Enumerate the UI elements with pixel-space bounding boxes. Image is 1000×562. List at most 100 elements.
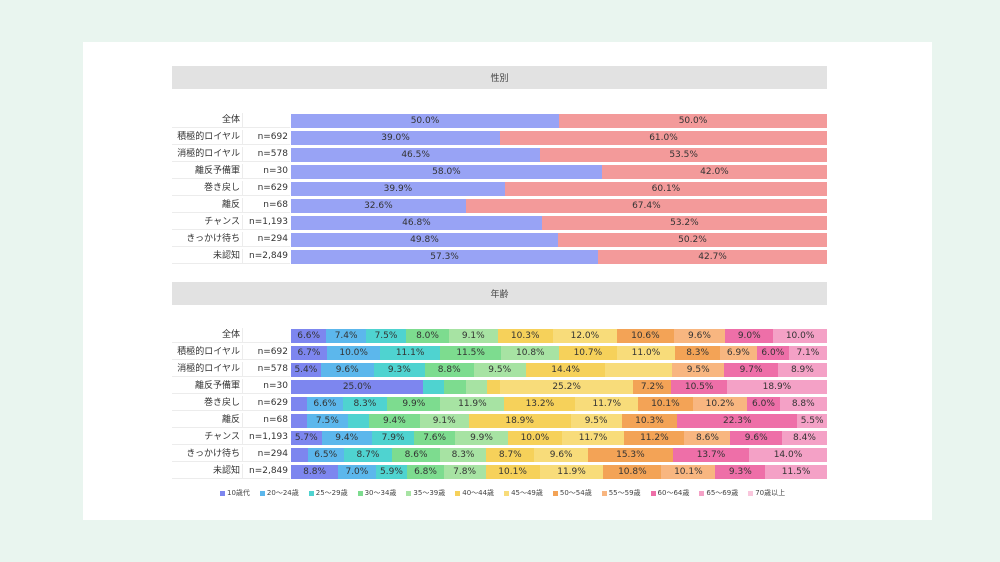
legend-swatch	[455, 490, 461, 496]
legend-swatch	[220, 490, 225, 496]
age-bar-segment: 6.8%	[407, 465, 444, 479]
age-value-label: 7.1%	[796, 348, 820, 358]
age-bar-segment: 9.1%	[419, 414, 469, 428]
gender-bar-segment: 53.5%	[540, 148, 827, 162]
gender-value-label: 46.8%	[402, 218, 431, 228]
gender-bar: 46.5% 53.5%	[291, 148, 827, 162]
age-value-label: 6.6%	[313, 399, 337, 409]
gender-bar-segment: 39.9%	[291, 182, 505, 196]
age-value-label: 7.2%	[640, 382, 664, 392]
age-bar-segment: 9.6%	[320, 363, 374, 377]
age-value-label: 10.3%	[510, 331, 540, 341]
gender-bar: 39.0% 61.0%	[291, 131, 827, 145]
age-bar-segment: 11.1%	[380, 346, 440, 360]
age-value-label: 9.5%	[584, 416, 608, 426]
gender-value-label: 58.0%	[432, 167, 461, 177]
age-bar-segment	[444, 380, 466, 394]
age-bar-segment: 9.3%	[715, 465, 766, 479]
gender-category-label: 巻き戻し	[172, 181, 242, 196]
legend-swatch	[357, 490, 363, 496]
age-value-label: 15.3%	[616, 450, 645, 460]
age-bar-segment: 9.9%	[387, 397, 441, 411]
gender-chart-title: 性別	[490, 74, 509, 84]
gender-value-label: 50.2%	[678, 235, 707, 245]
age-value-label: 13.7%	[696, 450, 726, 460]
age-bar-segment: 14.0%	[749, 448, 827, 462]
age-n-label: n=1,193	[242, 430, 290, 445]
gender-category-label: 消極的ロイヤル	[172, 147, 242, 162]
gender-category-label: 積極的ロイヤル	[172, 130, 242, 145]
age-bar: 5.4% 9.6% 9.3% 8.8% 9.5% 14.4% 9.5% 9.7% 8.9%	[291, 363, 827, 377]
age-category-label: 離反予備軍	[172, 379, 242, 394]
gender-value-label: 57.3%	[430, 252, 459, 262]
age-bar-segment	[291, 414, 308, 428]
legend-swatch	[504, 490, 510, 496]
age-bar-segment: 10.0%	[508, 431, 562, 445]
age-category-label: チャンス	[172, 430, 242, 445]
legend-label: 25～29歳	[315, 489, 348, 497]
age-section-header: 年齢	[172, 282, 827, 305]
age-bar-segment: 18.9%	[468, 414, 571, 428]
gender-value-label: 67.4%	[632, 201, 661, 211]
age-value-label: 9.3%	[728, 467, 752, 477]
legend-swatch	[601, 490, 607, 496]
age-n-label	[242, 328, 290, 343]
legend-item: 20～24歳	[259, 488, 299, 498]
age-bar-segment	[465, 380, 487, 394]
age-bar-segment: 5.7%	[291, 431, 322, 445]
age-bar-segment: 8.3%	[675, 346, 720, 360]
age-bar-segment: 8.8%	[291, 465, 339, 479]
age-category-label: 消極的ロイヤル	[172, 362, 242, 377]
age-category-label: 未認知	[172, 464, 242, 479]
legend-label: 65～69歳	[706, 489, 739, 497]
gender-bar: 32.6% 67.4%	[291, 199, 827, 213]
age-bar-segment: 25.2%	[499, 380, 634, 394]
age-value-label: 10.8%	[618, 467, 647, 477]
age-chart-title: 年齢	[490, 290, 509, 300]
age-value-label: 13.2%	[525, 399, 555, 409]
age-bar-segment: 6.0%	[756, 346, 789, 360]
gender-bar-segment: 58.0%	[291, 165, 602, 179]
gender-value-label: 32.6%	[364, 201, 393, 211]
age-bar-segment: 12.0%	[552, 329, 618, 343]
gender-bar: 49.8% 50.2%	[291, 233, 827, 247]
age-bar-segment: 9.5%	[570, 414, 622, 428]
gender-bar: 39.9% 60.1%	[291, 182, 827, 196]
age-value-label: 10.8%	[516, 348, 545, 358]
age-category-label: 離反	[172, 413, 242, 428]
age-value-label: 9.6%	[549, 450, 573, 460]
gender-row: 離反予備軍 n=30 58.0% 42.0%	[172, 164, 827, 181]
gender-bar-segment: 50.0%	[559, 114, 827, 128]
legend-label: 55～59歳	[608, 489, 641, 497]
age-category-label: 全体	[172, 328, 242, 343]
age-value-label: 8.6%	[696, 433, 719, 443]
gender-value-label: 39.0%	[381, 133, 410, 143]
legend-swatch	[699, 490, 705, 496]
age-bar-segment: 7.5%	[307, 414, 348, 428]
age-bar-segment: 10.1%	[638, 397, 693, 411]
gender-n-label: n=578	[242, 147, 290, 162]
age-bar-segment: 10.3%	[621, 414, 678, 428]
age-value-label: 10.2%	[705, 399, 735, 409]
legend-item: 55～59歳	[601, 488, 641, 498]
age-value-label: 8.6%	[404, 450, 428, 460]
age-bar-segment: 11.7%	[575, 397, 639, 411]
legend-label: 10歳代	[227, 489, 250, 497]
age-bar-segment	[423, 380, 445, 394]
legend-item: 45～49歳	[504, 488, 543, 498]
age-bar-segment: 10.8%	[501, 346, 560, 360]
legend-label: 60～64歳	[657, 489, 690, 497]
age-bar-segment: 9.5%	[672, 363, 725, 377]
legend-item: 35～39歳	[406, 488, 445, 498]
gender-bar-segment: 46.5%	[291, 148, 541, 162]
age-value-label: 10.0%	[339, 348, 368, 358]
gender-row: 離反 n=68 32.6% 67.4%	[172, 198, 827, 215]
age-value-label: 11.9%	[557, 467, 586, 477]
age-bar-segment: 6.6%	[307, 397, 343, 411]
age-bar-segment: 10.3%	[497, 329, 553, 343]
gender-value-label: 42.0%	[700, 167, 729, 177]
legend-item: 70歳以上	[748, 488, 785, 498]
age-bar-segment: 6.7%	[291, 346, 327, 360]
legend-item: 25～29歳	[308, 488, 348, 498]
legend-swatch	[748, 490, 754, 496]
